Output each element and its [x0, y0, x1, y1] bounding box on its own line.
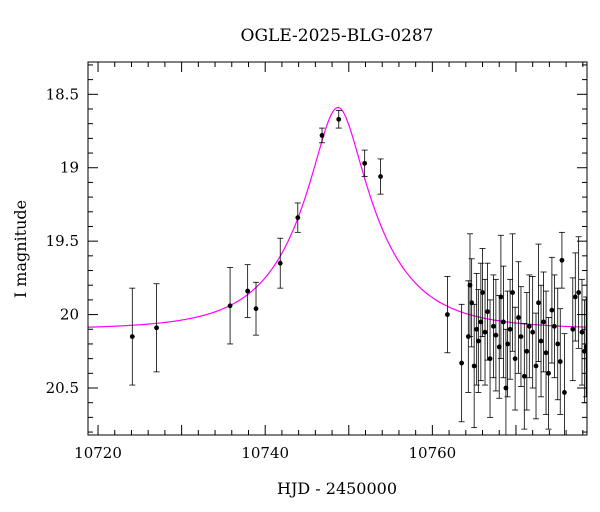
data-point	[538, 338, 544, 344]
data-point	[579, 329, 585, 335]
y-tick-label: 19.5	[46, 232, 79, 250]
data-point	[507, 326, 513, 332]
data-point	[319, 133, 325, 138]
plot-frame	[87, 61, 588, 436]
data-point	[512, 356, 518, 362]
data-point	[129, 334, 135, 340]
data-point	[518, 334, 524, 340]
data-point	[336, 116, 342, 122]
data-point	[478, 319, 484, 325]
y-tick-label: 20	[60, 306, 79, 324]
data-point	[295, 215, 301, 221]
data-point	[253, 306, 259, 312]
data-point	[572, 294, 578, 300]
data-point	[496, 344, 502, 350]
data-point	[543, 350, 549, 356]
data-point	[505, 341, 510, 347]
data-point	[536, 300, 541, 306]
data-point	[485, 309, 490, 315]
data-point	[362, 160, 368, 166]
data-point	[524, 348, 530, 354]
data-point	[576, 290, 582, 295]
data-point	[459, 360, 465, 366]
y-tick-label: 18.5	[46, 85, 79, 103]
data-point	[498, 294, 504, 300]
data-point	[471, 363, 477, 369]
data-point	[510, 290, 516, 295]
data-point	[530, 329, 536, 335]
data-point	[559, 257, 565, 263]
data-point	[557, 359, 563, 364]
data-point	[467, 282, 473, 288]
data-point	[245, 288, 251, 294]
data-point	[487, 356, 493, 362]
data-point	[541, 319, 546, 325]
chart-title: OGLE-2025-BLG-0287	[241, 26, 434, 46]
data-point	[154, 325, 159, 331]
tick-layer: 10720 10740 10760 18.5 19 19.5 20 20.5	[46, 62, 587, 462]
data-point	[526, 323, 532, 329]
data-point	[490, 323, 496, 329]
data-point	[465, 334, 471, 340]
data-point	[552, 323, 557, 329]
y-tick-label: 20.5	[46, 379, 79, 397]
data-point	[474, 326, 480, 332]
x-tick-label: 10720	[74, 444, 122, 462]
data-point	[227, 303, 233, 309]
data-point	[480, 290, 485, 295]
data-point	[521, 373, 527, 379]
data-point	[475, 338, 481, 344]
data-point	[493, 332, 499, 338]
data-point	[482, 329, 488, 335]
data-point	[469, 300, 475, 306]
data-point	[546, 370, 551, 376]
x-axis-label: HJD - 2450000	[277, 479, 397, 498]
y-axis-label: I magnitude	[11, 200, 30, 298]
data-point	[582, 348, 587, 354]
data-point	[562, 390, 567, 395]
y-tick-label: 19	[60, 159, 79, 177]
x-tick-label: 10740	[241, 444, 289, 462]
data-point	[516, 315, 521, 320]
data-point	[549, 307, 555, 313]
data-point	[378, 174, 383, 179]
data-point	[570, 326, 576, 332]
x-tick-label: 10760	[409, 444, 457, 462]
data-point	[583, 344, 587, 350]
data-point	[555, 341, 561, 347]
data-point	[501, 319, 506, 325]
data-point	[277, 260, 283, 266]
data-point	[445, 312, 450, 317]
data-point	[503, 385, 509, 391]
data-point	[533, 363, 539, 369]
data-point-layer	[129, 116, 587, 395]
